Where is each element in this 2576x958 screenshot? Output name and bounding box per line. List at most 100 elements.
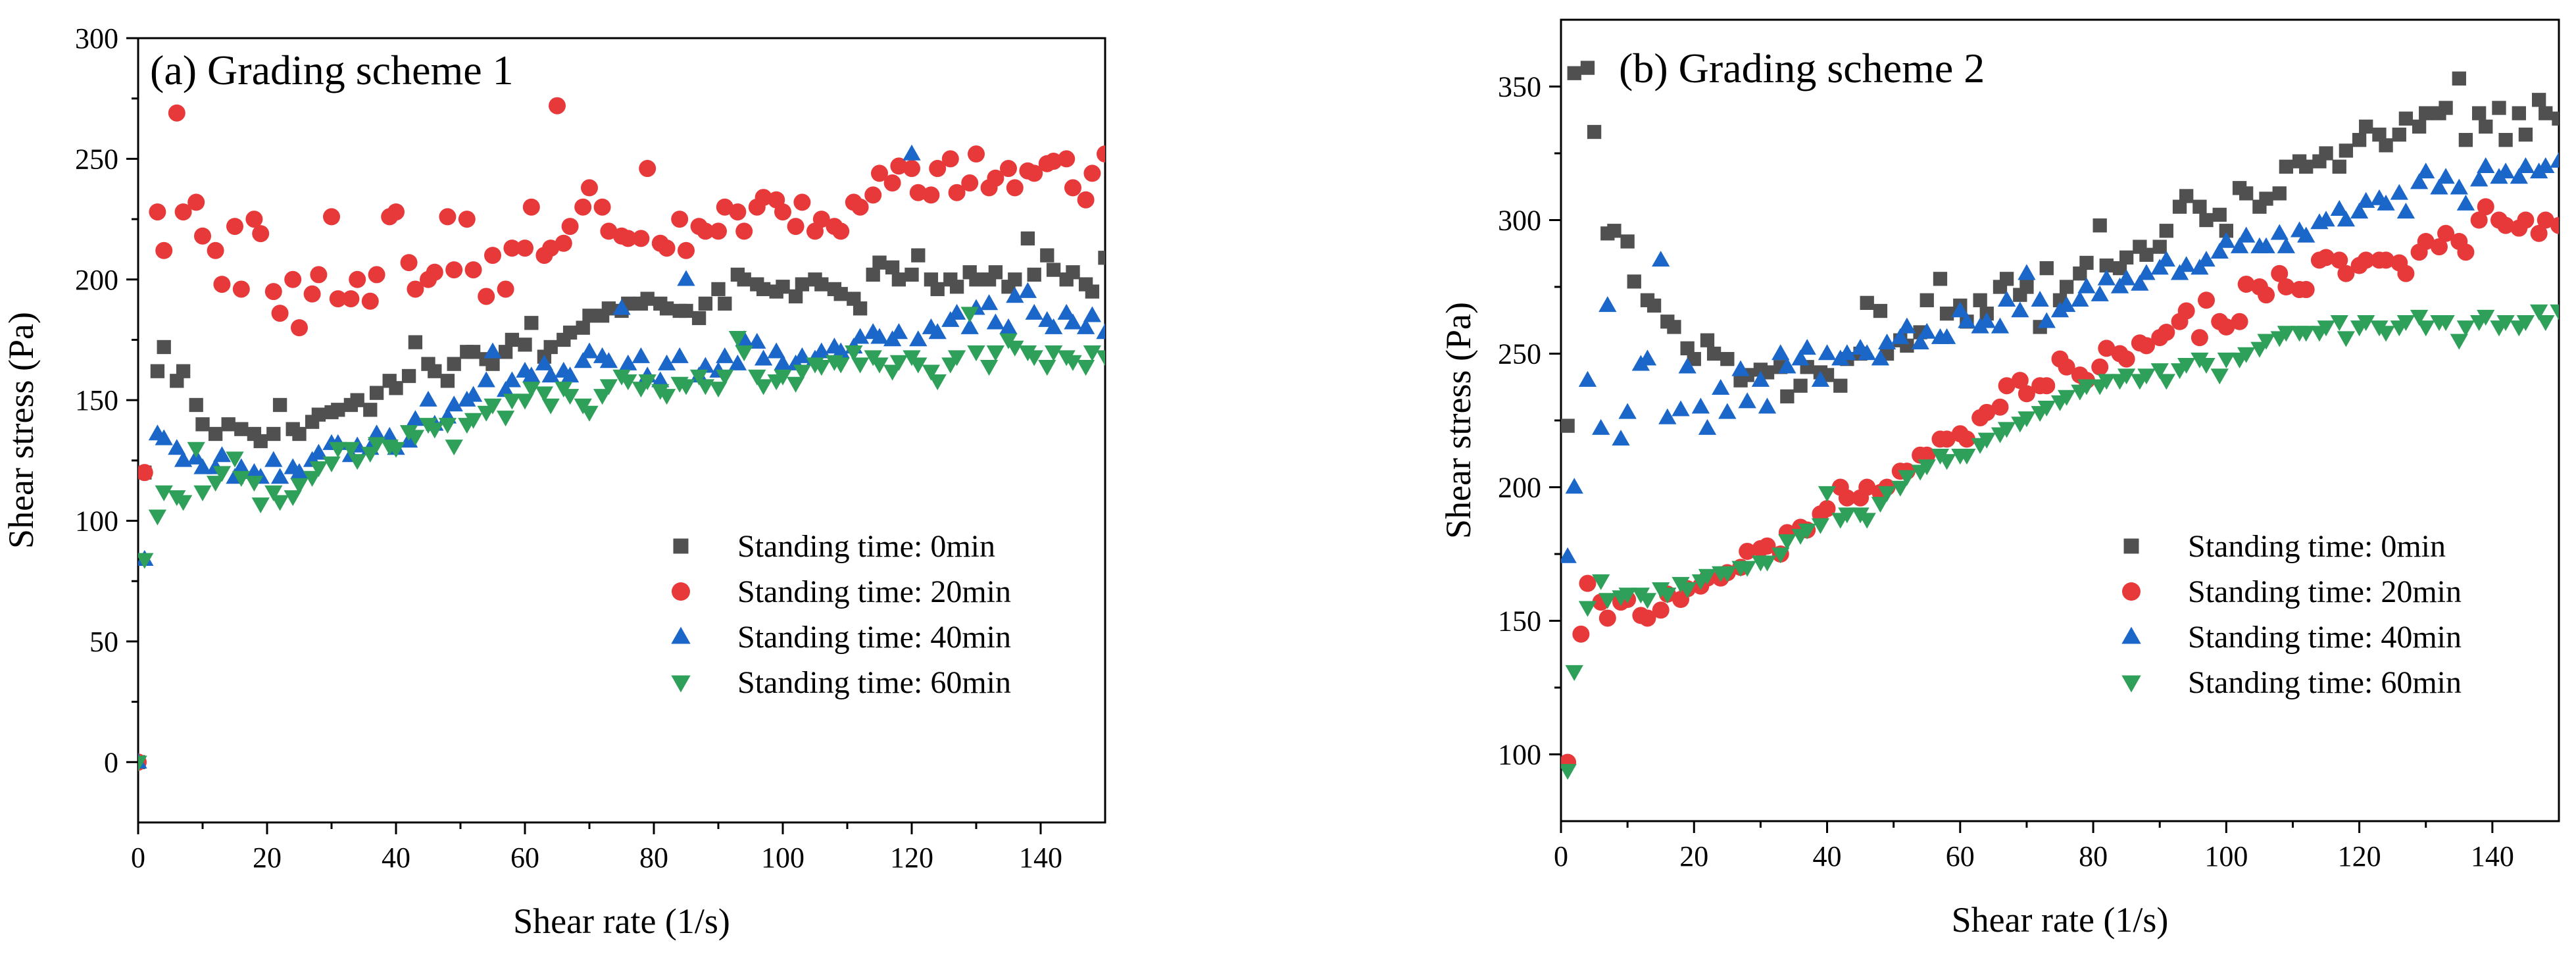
b-point-standing-time-20min (2217, 318, 2235, 336)
b-point-standing-time-40min (2270, 224, 2289, 240)
a-point-standing-time-0min (369, 386, 384, 400)
a-point-standing-time-20min (1000, 160, 1017, 178)
b-point-standing-time-20min (2397, 265, 2415, 282)
b-point-standing-time-40min (2131, 274, 2149, 291)
b-point-standing-time-60min (2117, 368, 2136, 385)
a-point-standing-time-0min (524, 316, 539, 330)
b-point-standing-time-60min (2018, 411, 2036, 428)
a-point-standing-time-40min (574, 352, 592, 368)
a-point-standing-time-20min (232, 280, 250, 298)
a-point-standing-time-20min (464, 261, 482, 279)
b-point-standing-time-20min (1958, 430, 1975, 448)
a-point-standing-time-20min (1097, 145, 1105, 163)
b-point-standing-time-20min (2158, 324, 2175, 341)
b-point-standing-time-40min (2031, 291, 2049, 307)
b-point-standing-time-0min (2059, 280, 2074, 294)
b-point-standing-time-0min (1939, 306, 1954, 321)
a-point-standing-time-60min (883, 365, 902, 381)
a-point-standing-time-40min (909, 330, 928, 347)
a-point-standing-time-40min (677, 270, 695, 286)
a-point-standing-time-40min (1044, 318, 1063, 334)
a-point-standing-time-60min (774, 369, 792, 386)
a-point-standing-time-0min (363, 403, 378, 417)
b-x-tick-label: 120 (2338, 840, 2381, 872)
b-point-standing-time-40min (1738, 392, 1756, 409)
a-point-standing-time-40min (212, 446, 232, 463)
b-point-standing-time-60min (2217, 352, 2235, 368)
b-point-standing-time-40min (2237, 226, 2256, 243)
a-point-standing-time-0min (498, 345, 513, 359)
b-point-standing-time-60min (2157, 374, 2175, 390)
b-point-standing-time-40min (1712, 378, 1730, 395)
b-point-standing-time-0min (1793, 378, 1808, 393)
a-point-standing-time-60min (535, 386, 554, 403)
b-point-standing-time-0min (1833, 378, 1848, 393)
a-point-standing-time-40min (812, 342, 831, 359)
a-point-standing-time-40min (483, 342, 502, 359)
b-point-standing-time-40min (2437, 168, 2455, 184)
a-point-standing-time-60min (138, 755, 147, 772)
b-point-standing-time-40min (2210, 242, 2229, 259)
a-point-standing-time-60min (406, 430, 425, 446)
a-point-standing-time-20min (941, 150, 959, 168)
a-point-standing-time-40min (193, 458, 212, 474)
b-point-standing-time-60min (2150, 363, 2169, 380)
a-point-standing-time-0min (1008, 272, 1022, 287)
b-point-standing-time-40min (1658, 408, 1677, 424)
a-point-standing-time-60min (303, 470, 322, 487)
a-point-standing-time-60min (226, 451, 244, 468)
b-point-standing-time-40min (2330, 199, 2348, 216)
b-point-standing-time-20min (1639, 609, 1656, 627)
b-y-tick-label: 300 (1498, 205, 1541, 237)
b-point-standing-time-40min (1778, 357, 1796, 374)
a-x-tick-label: 120 (890, 842, 933, 874)
b-point-standing-time-0min (2452, 71, 2466, 86)
a-point-standing-time-40min (999, 318, 1018, 334)
a-point-standing-time-60min (812, 360, 831, 376)
b-point-standing-time-40min (2117, 269, 2136, 286)
b-point-standing-time-40min (1877, 333, 1896, 350)
b-point-standing-time-60min (2337, 331, 2356, 347)
b-point-standing-time-0min (2152, 240, 2167, 254)
a-point-standing-time-40min (406, 410, 425, 426)
b-point-standing-time-60min (1758, 555, 1777, 572)
a-point-standing-time-40min (464, 386, 483, 402)
a-point-standing-time-40min (270, 468, 289, 484)
a-point-standing-time-40min (903, 144, 921, 161)
a-point-standing-time-40min (793, 347, 812, 363)
a-point-standing-time-60min (367, 437, 386, 453)
a-point-standing-time-20min (710, 222, 727, 240)
a-point-standing-time-60min (786, 376, 805, 393)
b-point-standing-time-0min (2471, 106, 2487, 120)
b-point-standing-time-60min (2537, 315, 2555, 332)
b-point-standing-time-40min (1771, 344, 1790, 361)
a-point-standing-time-40min (168, 439, 186, 455)
a-point-standing-time-20min (174, 203, 192, 221)
a-point-standing-time-60min (1038, 360, 1056, 376)
a-point-standing-time-0min (711, 282, 726, 297)
b-point-standing-time-40min (2197, 251, 2216, 267)
a-point-standing-time-40min (774, 354, 792, 370)
b-point-standing-time-0min (2439, 101, 2453, 115)
a-point-standing-time-0min (440, 374, 455, 388)
b-x-tick-label: 20 (1679, 840, 1708, 872)
b-point-standing-time-20min (2137, 337, 2155, 355)
a-point-standing-time-20min (671, 211, 689, 228)
b-point-standing-time-40min (2177, 256, 2196, 272)
b-point-standing-time-40min (2390, 184, 2408, 200)
a-point-standing-time-0min (401, 368, 416, 384)
a-point-standing-time-20min (1045, 153, 1062, 170)
b-point-standing-time-60min (2297, 326, 2316, 342)
b-point-standing-time-40min (1798, 339, 1816, 355)
a-point-standing-time-60min (322, 456, 341, 472)
a-point-standing-time-0min (930, 282, 945, 297)
a-point-standing-time-40min (986, 313, 1005, 330)
a-point-standing-time-60min (503, 393, 522, 410)
b-point-standing-time-20min (2437, 224, 2455, 242)
a-point-standing-time-20min (735, 222, 753, 240)
b-point-standing-time-20min (2118, 350, 2135, 368)
b-x-tick-label: 80 (2079, 840, 2108, 872)
a-point-standing-time-0min (350, 393, 364, 407)
b-point-standing-time-60min (1565, 665, 1583, 681)
